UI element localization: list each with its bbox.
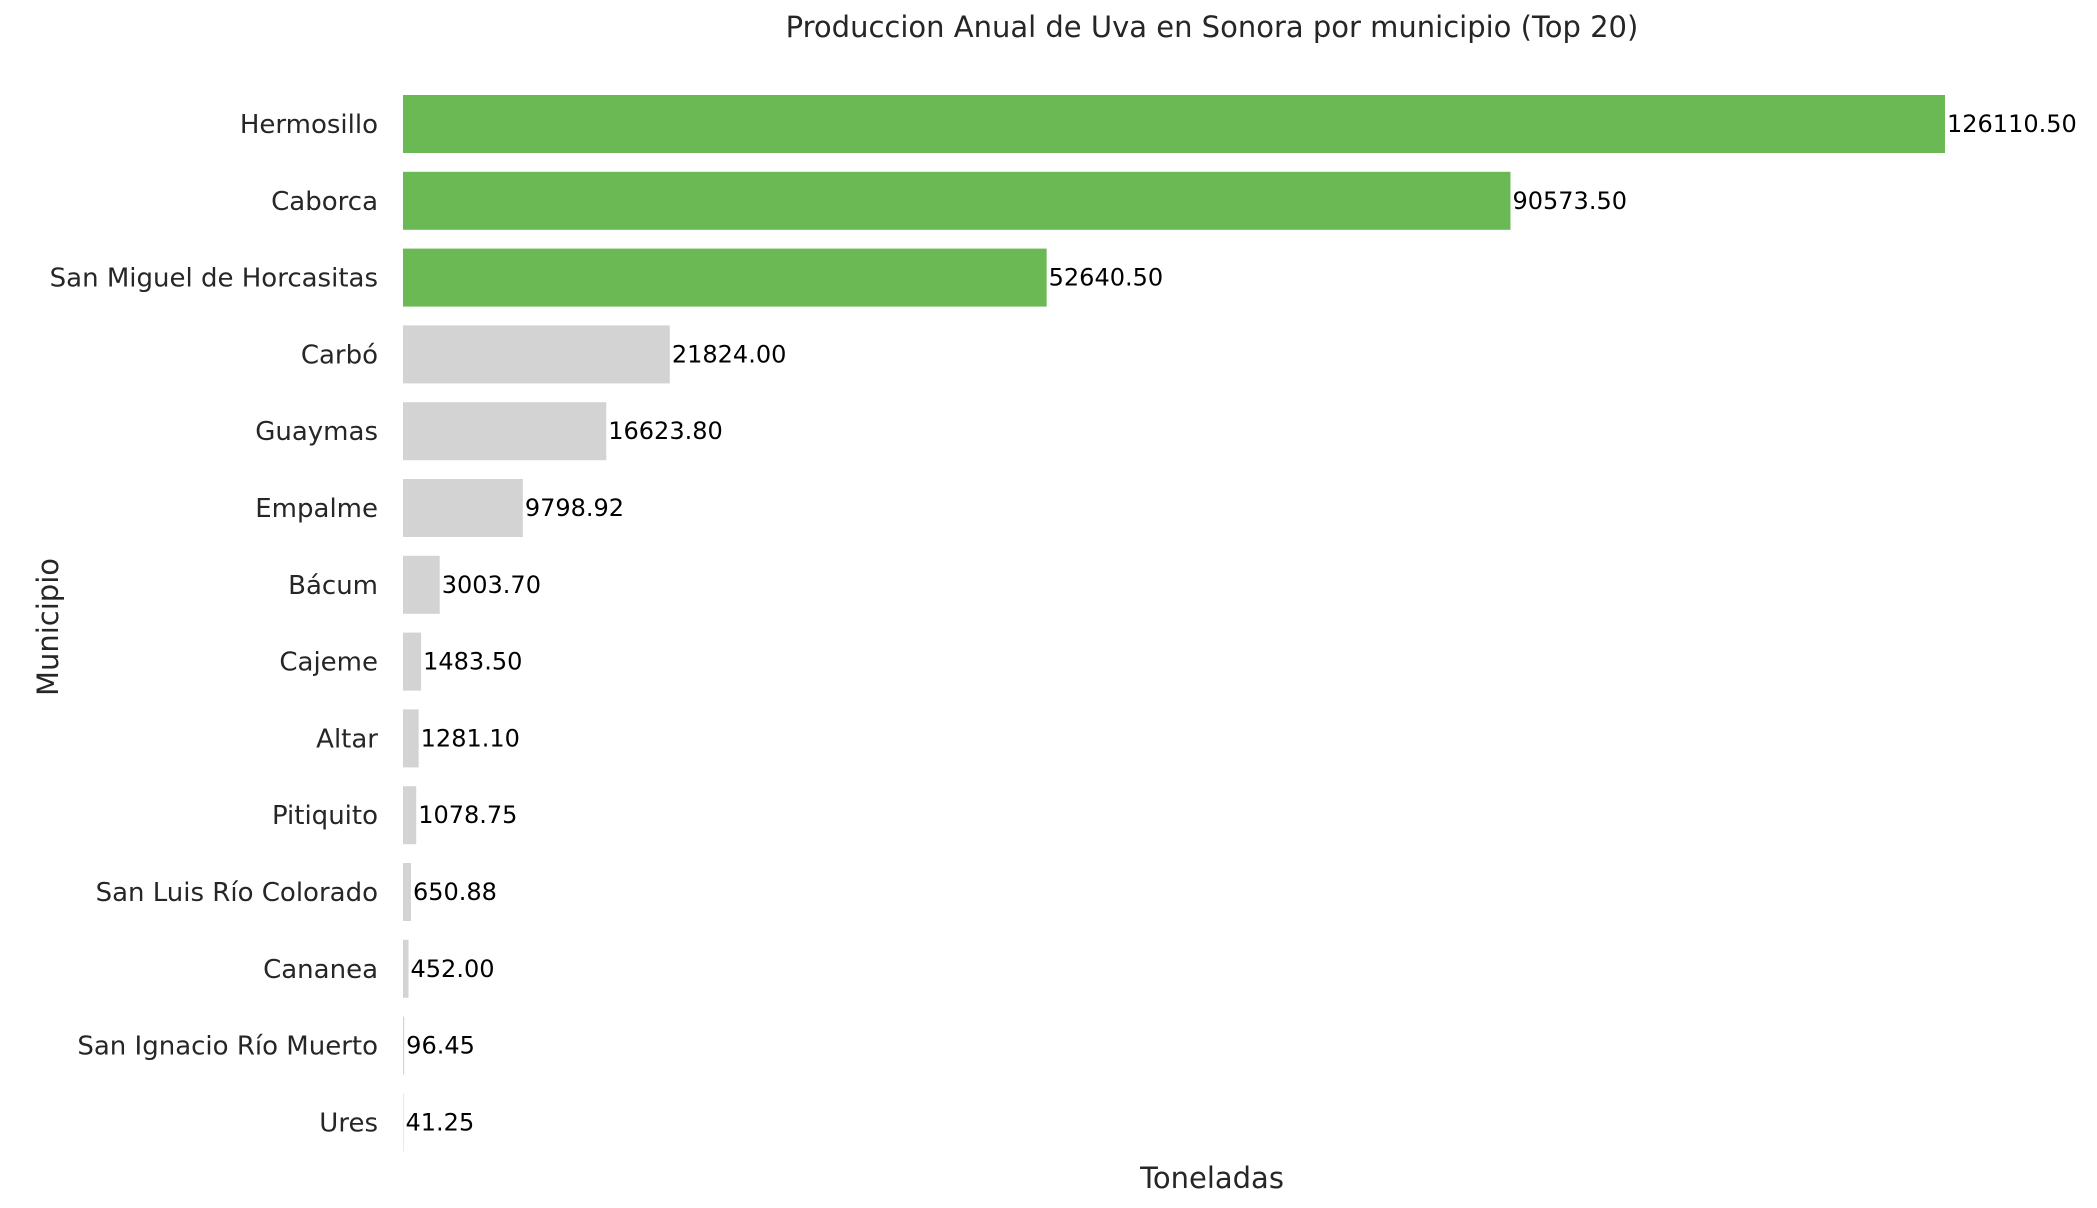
value-label: 452.00 <box>411 955 495 983</box>
y-tick-labels: Hermosillo Caborca San Miguel de Horcasita… <box>50 110 379 1138</box>
bar-5 <box>403 402 607 461</box>
value-label: 650.88 <box>413 878 497 906</box>
y-axis-label: Municipio <box>31 558 65 696</box>
chart-title: Produccion Anual de Uva en Sonora por mu… <box>786 10 1639 44</box>
value-labels: 126110.50 90573.50 52640.50 21824.00 16623.8… <box>406 110 2077 1136</box>
value-label: 21824.00 <box>672 340 787 368</box>
bar-2 <box>403 171 1511 230</box>
y-tick-label: Guaymas <box>255 417 378 447</box>
bar-12 <box>403 939 409 998</box>
value-label: 52640.50 <box>1049 264 1164 292</box>
value-label: 1483.50 <box>423 648 522 676</box>
bar-4 <box>403 325 670 384</box>
bar-1 <box>403 95 1945 153</box>
y-tick-label: San Luis Río Colorado <box>96 878 378 908</box>
bars-layer <box>403 95 1945 1152</box>
y-tick-label: Carbó <box>301 340 378 370</box>
y-tick-label: Hermosillo <box>240 110 378 140</box>
value-label: 41.25 <box>406 1108 475 1136</box>
value-label: 9798.92 <box>525 494 624 522</box>
bar-7 <box>403 555 440 614</box>
y-tick-label: Ures <box>319 1108 378 1138</box>
bar-9 <box>403 709 419 768</box>
y-tick-label: Cananea <box>263 955 378 985</box>
value-label: 96.45 <box>406 1032 475 1060</box>
y-tick-label: Bácum <box>288 571 378 601</box>
y-tick-label: Pitiquito <box>272 801 378 831</box>
bar-6 <box>403 479 523 537</box>
y-tick-label: San Ignacio Río Muerto <box>77 1032 378 1062</box>
y-tick-label: Empalme <box>255 494 378 524</box>
bar-8 <box>403 632 422 691</box>
y-tick-label: Cajeme <box>279 648 378 678</box>
bar-14 <box>403 1093 404 1152</box>
y-tick-label: San Miguel de Horcasitas <box>50 264 378 294</box>
bar-13 <box>403 1016 405 1075</box>
bar-10 <box>403 786 417 845</box>
bar-3 <box>403 248 1047 307</box>
value-label: 1281.10 <box>421 724 520 752</box>
value-label: 16623.80 <box>608 417 723 445</box>
x-axis-label: Toneladas <box>1139 1161 1284 1195</box>
value-label: 3003.70 <box>442 571 541 599</box>
value-label: 1078.75 <box>418 801 517 829</box>
value-label: 126110.50 <box>1947 110 2077 138</box>
y-tick-label: Altar <box>316 724 378 754</box>
y-tick-label: Caborca <box>271 187 378 217</box>
bar-11 <box>403 863 411 921</box>
value-label: 90573.50 <box>1512 187 1627 215</box>
